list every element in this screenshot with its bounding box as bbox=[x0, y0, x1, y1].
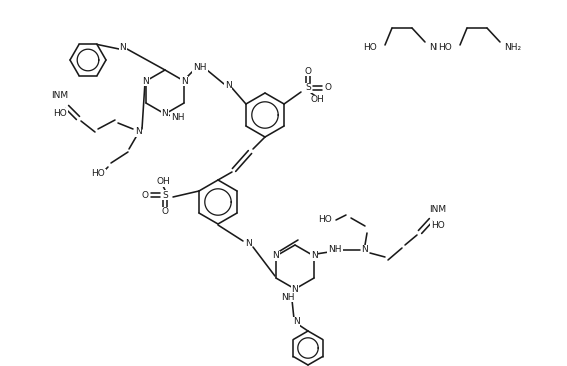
Text: OH: OH bbox=[310, 96, 324, 105]
Text: HO: HO bbox=[431, 221, 445, 231]
Text: NH: NH bbox=[193, 63, 207, 72]
Text: N: N bbox=[120, 44, 126, 52]
Text: N: N bbox=[291, 284, 298, 294]
Text: N: N bbox=[244, 239, 251, 249]
Text: N: N bbox=[134, 127, 141, 137]
Text: N: N bbox=[362, 246, 369, 254]
Text: HO: HO bbox=[363, 42, 377, 52]
Text: OH: OH bbox=[156, 178, 170, 187]
Text: S: S bbox=[162, 190, 168, 199]
Text: NH: NH bbox=[281, 292, 295, 302]
Text: NH₂: NH₂ bbox=[429, 42, 447, 52]
Text: N: N bbox=[225, 82, 231, 90]
Text: N: N bbox=[311, 251, 318, 261]
Text: O: O bbox=[324, 83, 332, 93]
Text: N: N bbox=[162, 109, 168, 119]
Text: HO: HO bbox=[91, 169, 105, 179]
Text: NH₂: NH₂ bbox=[505, 42, 522, 52]
Text: NH: NH bbox=[171, 113, 185, 123]
Text: O: O bbox=[162, 208, 168, 217]
Text: N: N bbox=[142, 76, 149, 86]
Text: O: O bbox=[142, 190, 149, 199]
Text: HO: HO bbox=[53, 108, 67, 117]
Text: INM: INM bbox=[429, 205, 447, 213]
Text: N: N bbox=[181, 76, 188, 86]
Text: O: O bbox=[304, 67, 311, 75]
Text: HO: HO bbox=[318, 216, 332, 224]
Text: HO: HO bbox=[438, 42, 452, 52]
Text: INM: INM bbox=[52, 92, 69, 101]
Text: N: N bbox=[273, 251, 280, 261]
Text: S: S bbox=[305, 83, 311, 93]
Text: NH: NH bbox=[328, 246, 342, 254]
Text: N: N bbox=[293, 317, 299, 326]
